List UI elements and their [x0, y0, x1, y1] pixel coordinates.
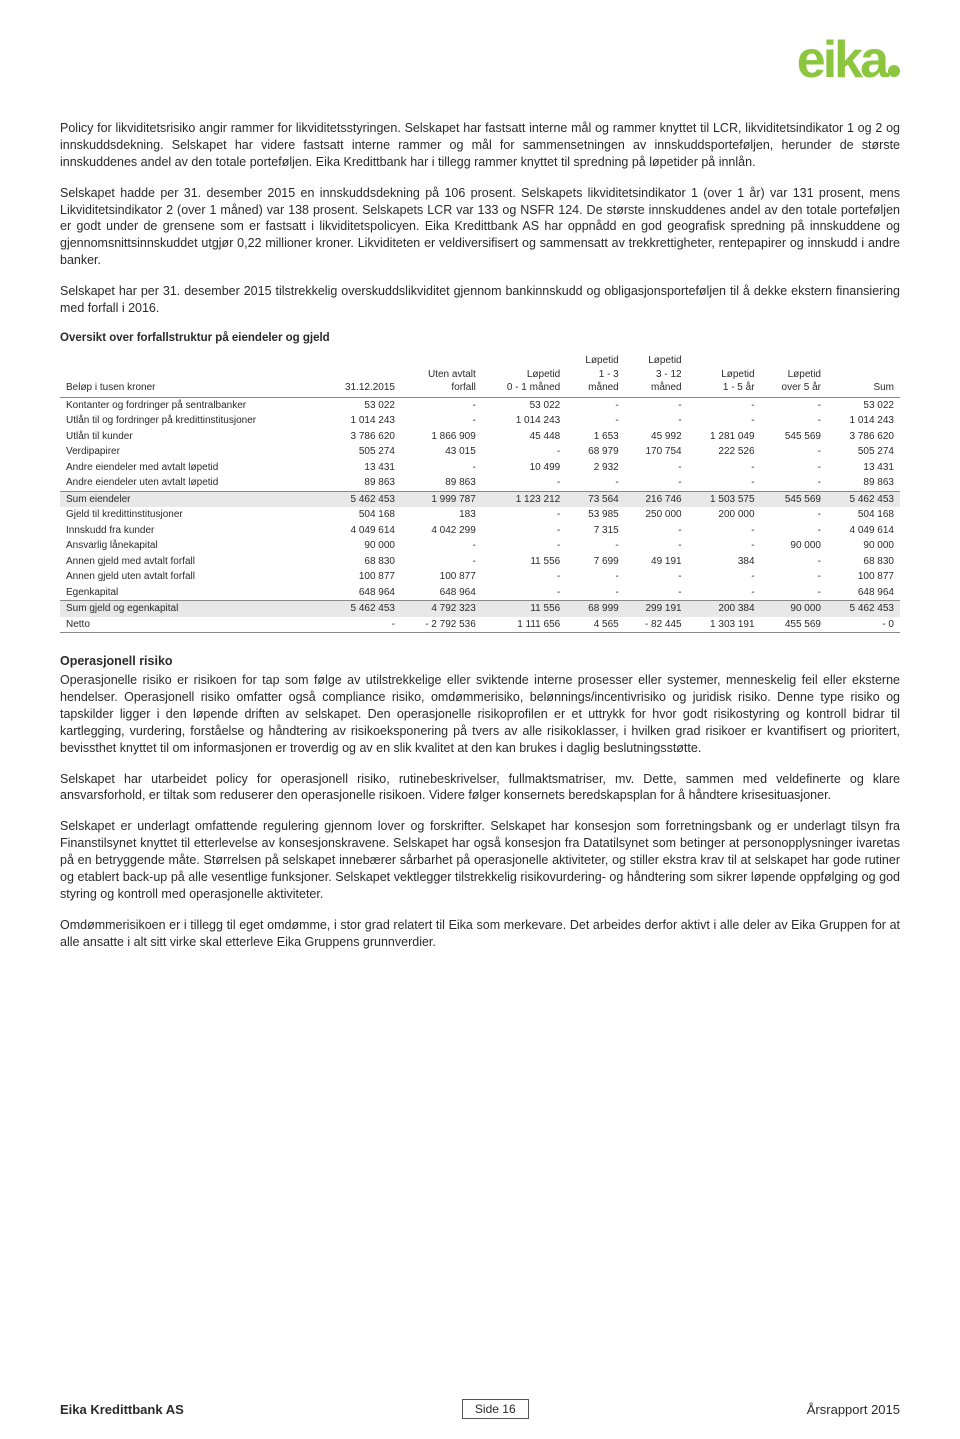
op-paragraph-2: Selskapet har utarbeidet policy for oper… [60, 771, 900, 805]
table-row: Verdipapirer505 27443 015-68 979170 7542… [60, 444, 900, 460]
page-footer: Eika Kredittbank AS Side 16 Årsrapport 2… [60, 1399, 900, 1419]
table-row: Utlån til kunder3 786 6201 866 90945 448… [60, 429, 900, 445]
col-sum: Sum [827, 352, 900, 397]
table-row: Kontanter og fordringer på sentralbanker… [60, 397, 900, 413]
table-row: Annen gjeld uten avtalt forfall100 87710… [60, 569, 900, 585]
op-paragraph-3: Selskapet er underlagt omfattende regule… [60, 818, 900, 902]
table-row: Andre eiendeler med avtalt løpetid13 431… [60, 460, 900, 476]
col-0-1m: Løpetid0 - 1 måned [482, 352, 566, 397]
op-paragraph-1: Operasjonelle risiko er risikoen for tap… [60, 672, 900, 756]
col-1-3m: Løpetid1 - 3måned [566, 352, 625, 397]
paragraph-1: Policy for likviditetsrisiko angir ramme… [60, 120, 900, 171]
page: eika Policy for likviditetsrisiko angir … [0, 0, 960, 1439]
col-date: 31.12.2015 [321, 352, 401, 397]
netto-row: Netto - - 2 792 536 1 111 656 4 565 - 82… [60, 617, 900, 633]
op-paragraph-4: Omdømmerisikoen er i tillegg til eget om… [60, 917, 900, 951]
paragraph-2: Selskapet hadde per 31. desember 2015 en… [60, 185, 900, 269]
table-row: Innskudd fra kunder4 049 6144 042 299-7 … [60, 523, 900, 539]
op-risk-title: Operasjonell risiko [60, 653, 900, 670]
col-3-12m: Løpetid3 - 12måned [625, 352, 688, 397]
sum-assets-row: Sum eiendeler 5 462 453 1 999 787 1 123 … [60, 491, 900, 507]
body-text: Policy for likviditetsrisiko angir ramme… [60, 120, 900, 950]
table-row: Utlån til og fordringer på kredittinstit… [60, 413, 900, 429]
col-noterm: Uten avtaltforfall [401, 352, 482, 397]
table-row: Andre eiendeler uten avtalt løpetid89 86… [60, 475, 900, 491]
footer-company: Eika Kredittbank AS [60, 1402, 184, 1417]
col-over5y: Løpetidover 5 år [761, 352, 827, 397]
logo-dot-icon [888, 65, 900, 77]
table-row: Gjeld til kredittinstitusjoner504 168183… [60, 507, 900, 523]
eika-logo: eika [797, 30, 900, 90]
col-label: Beløp i tusen kroner [60, 352, 321, 397]
paragraph-3: Selskapet har per 31. desember 2015 tils… [60, 283, 900, 317]
maturity-table: Beløp i tusen kroner 31.12.2015 Uten avt… [60, 352, 900, 633]
footer-page: Side 16 [462, 1399, 529, 1419]
col-1-5y: Løpetid1 - 5 år [688, 352, 761, 397]
logo-text: eika [797, 31, 886, 89]
table-row: Egenkapital648 964648 964-----648 964 [60, 585, 900, 601]
table-row: Ansvarlig lånekapital90 000-----90 00090… [60, 538, 900, 554]
table-header-row: Beløp i tusen kroner 31.12.2015 Uten avt… [60, 352, 900, 397]
table-row: Annen gjeld med avtalt forfall68 830-11 … [60, 554, 900, 570]
footer-report: Årsrapport 2015 [807, 1402, 900, 1417]
sum-liab-row: Sum gjeld og egenkapital 5 462 453 4 792… [60, 601, 900, 617]
table-title: Oversikt over forfallstruktur på eiendel… [60, 331, 900, 347]
